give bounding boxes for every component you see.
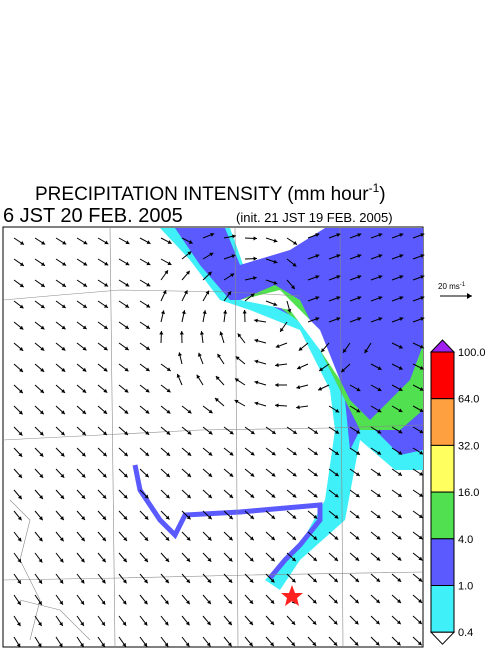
colorbar-label: 1.0 [458,581,473,593]
colorbar-label: 100.0 [458,347,486,359]
colorbar: 100.0 64.0 32.0 16.0 4.0 1.0 0.4 [431,340,486,644]
colorbar-cap-bottom [431,632,454,644]
colorbar-swatch [431,492,454,539]
map [3,227,424,647]
title: PRECIPITATION INTENSITY (mm hour-1) [35,181,386,205]
wind-scale-sup: -1 [460,282,466,288]
colorbar-swatch [431,445,454,492]
wind-scale-head [467,293,472,299]
title-end: ) [379,184,385,205]
valid-time: 6 JST 20 FEB. 2005 [3,205,183,227]
colorbar-label: 4.0 [458,534,473,546]
title-sup: -1 [369,181,380,195]
colorbar-label: 0.4 [458,627,473,639]
colorbar-label: 64.0 [458,394,479,406]
init-time: (init. 21 JST 19 FEB. 2005) [236,210,393,225]
wind-scale-text: 20 ms [438,282,460,291]
colorbar-swatch [431,586,454,633]
wind-scale-label: 20 ms-1 [438,282,466,291]
colorbar-label: 32.0 [458,440,479,452]
colorbar-swatch [431,399,454,446]
title-text: PRECIPITATION INTENSITY (mm hour [35,184,369,205]
colorbar-label: 16.0 [458,487,479,499]
colorbar-swatch [431,352,454,399]
colorbar-cap-top [431,340,454,352]
colorbar-swatch [431,539,454,586]
